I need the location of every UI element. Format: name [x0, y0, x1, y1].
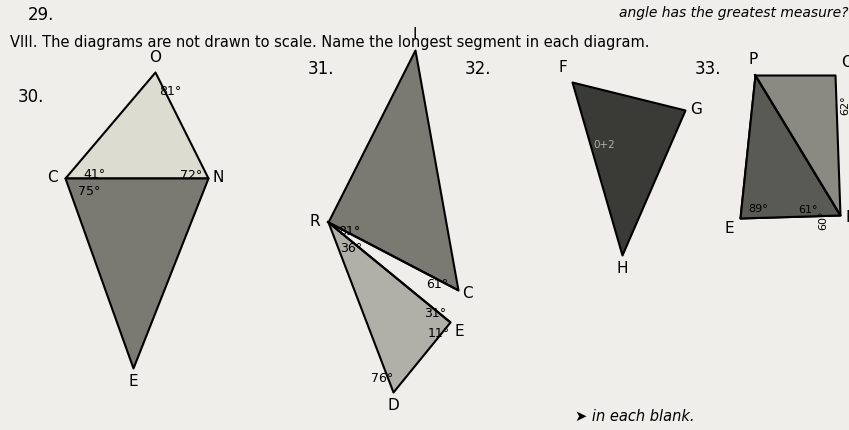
Text: 61°: 61°	[798, 205, 818, 215]
Text: 31.: 31.	[308, 60, 335, 78]
Text: 89°: 89°	[748, 204, 767, 214]
Text: 41°: 41°	[83, 168, 105, 181]
Text: O: O	[841, 55, 849, 70]
Text: F: F	[559, 60, 567, 75]
Text: 33.: 33.	[695, 60, 722, 78]
Text: D: D	[387, 398, 399, 413]
Text: E: E	[455, 324, 464, 339]
Text: angle has the greatest measure?: angle has the greatest measure?	[620, 6, 849, 20]
Text: 29.: 29.	[28, 6, 54, 24]
Text: O: O	[149, 50, 161, 65]
Text: 61°: 61°	[426, 278, 448, 291]
Text: 81°: 81°	[338, 225, 360, 238]
Text: 31°: 31°	[424, 307, 446, 320]
Text: 62°: 62°	[840, 95, 849, 115]
Text: 81°: 81°	[159, 85, 181, 98]
Text: VIII. The diagrams are not drawn to scale. Name the longest segment in each diag: VIII. The diagrams are not drawn to scal…	[10, 35, 649, 50]
Text: C: C	[48, 171, 58, 185]
Text: P: P	[748, 52, 757, 67]
Text: 36°: 36°	[340, 242, 363, 255]
Text: R: R	[846, 209, 849, 224]
Text: 11°: 11°	[428, 327, 450, 340]
Text: 76°: 76°	[371, 372, 393, 385]
Text: 0+2: 0+2	[593, 140, 615, 150]
Text: 32.: 32.	[465, 60, 492, 78]
Text: 72°: 72°	[180, 169, 202, 182]
Text: I: I	[413, 27, 417, 42]
Text: 75°: 75°	[78, 185, 100, 198]
Text: 30.: 30.	[18, 88, 44, 106]
Text: G: G	[690, 102, 702, 117]
Text: N: N	[213, 171, 224, 185]
Text: 60°: 60°	[818, 210, 828, 230]
Text: ➤ in each blank.: ➤ in each blank.	[575, 409, 694, 424]
Text: E: E	[128, 374, 138, 389]
Text: E: E	[724, 221, 734, 236]
Text: C: C	[462, 286, 473, 301]
Text: H: H	[616, 261, 627, 276]
Text: R: R	[309, 215, 320, 230]
